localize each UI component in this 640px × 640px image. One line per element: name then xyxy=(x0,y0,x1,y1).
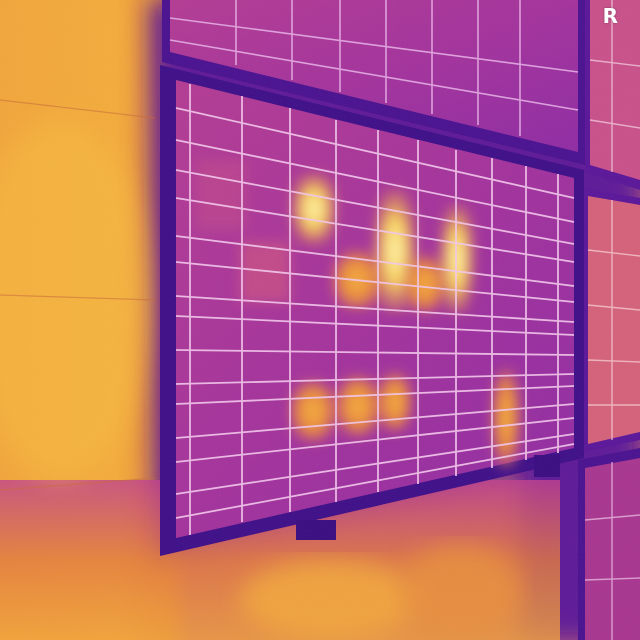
camera-brand-mark: R xyxy=(602,4,618,28)
